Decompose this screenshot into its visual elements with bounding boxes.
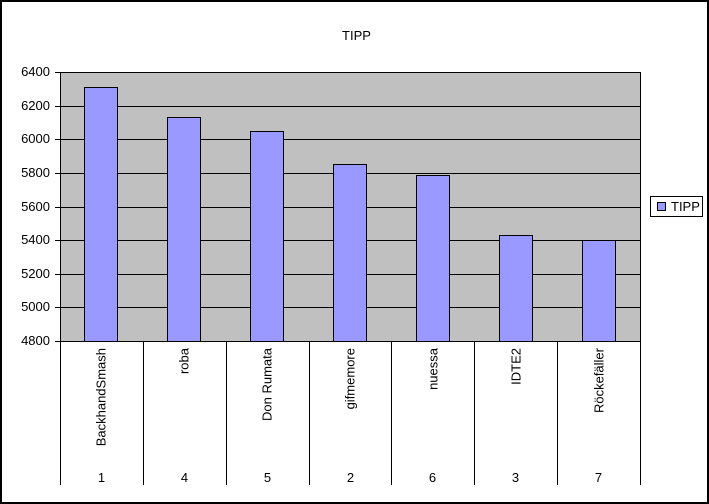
- category-rank-label: 5: [263, 470, 272, 485]
- bar-Don Rumata[interactable]: [250, 131, 284, 342]
- legend-series-label: TIPP: [671, 199, 700, 214]
- bar-BackhandSmash[interactable]: [84, 87, 118, 342]
- legend-series-swatch-icon: [657, 202, 666, 211]
- bar-IDTE2[interactable]: [499, 235, 533, 342]
- y-axis-tick: [55, 240, 60, 241]
- y-axis-label: 5000: [21, 299, 50, 314]
- category-label: Don Rumata: [259, 348, 275, 421]
- category-label: roba: [176, 348, 192, 375]
- y-axis-label: 5200: [21, 266, 50, 281]
- chart-title[interactable]: TIPP: [342, 28, 371, 43]
- bar-Röckefäller[interactable]: [582, 240, 616, 342]
- y-axis-label: 6400: [21, 64, 50, 79]
- y-axis-tick: [55, 207, 60, 208]
- category-label: BackhandSmash: [93, 348, 109, 447]
- y-axis-label: 5600: [21, 199, 50, 214]
- category-label: Röckefäller: [591, 348, 607, 414]
- category-rank-label: 7: [594, 470, 603, 485]
- category-separator: [60, 341, 61, 485]
- gridline-6200: [61, 106, 640, 107]
- y-axis-label: 6000: [21, 131, 50, 146]
- y-axis-tick: [55, 72, 60, 73]
- gridline-6000: [61, 139, 640, 140]
- bar-roba[interactable]: [167, 117, 201, 342]
- y-axis-tick: [55, 139, 60, 140]
- category-rank-label: 4: [180, 470, 189, 485]
- category-separator: [226, 341, 227, 485]
- category-rank-label: 3: [511, 470, 520, 485]
- category-separator: [391, 341, 392, 485]
- y-axis-label: 5800: [21, 165, 50, 180]
- category-separator: [143, 341, 144, 485]
- category-separator: [557, 341, 558, 485]
- category-separator: [309, 341, 310, 485]
- category-label: gifmemore: [342, 348, 358, 410]
- y-axis-label: 6200: [21, 98, 50, 113]
- category-separator: [474, 341, 475, 485]
- category-rank-label: 1: [97, 470, 106, 485]
- y-axis-label: 4800: [21, 333, 50, 348]
- y-axis-label: 5400: [21, 232, 50, 247]
- legend[interactable]: TIPP: [650, 196, 703, 217]
- bar-nuessa[interactable]: [416, 175, 450, 342]
- category-rank-label: 2: [346, 470, 355, 485]
- category-label: nuessa: [425, 348, 441, 390]
- y-axis-tick: [55, 307, 60, 308]
- y-axis-tick: [55, 173, 60, 174]
- category-label: IDTE2: [508, 348, 524, 385]
- y-axis-tick: [55, 106, 60, 107]
- category-separator: [640, 341, 641, 485]
- y-axis-tick: [55, 341, 60, 342]
- category-rank-label: 6: [428, 470, 437, 485]
- bar-gifmemore[interactable]: [333, 164, 367, 342]
- y-axis-tick: [55, 274, 60, 275]
